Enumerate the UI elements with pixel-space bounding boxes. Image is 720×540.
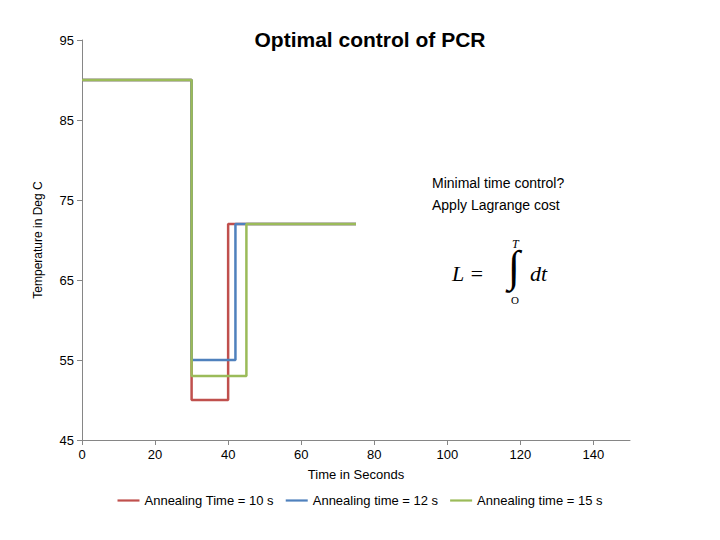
svg-text:65: 65 [60,273,74,288]
svg-text:Temperature in Deg C: Temperature in Deg C [31,181,45,299]
svg-text:Apply Lagrange cost: Apply Lagrange cost [432,197,560,213]
svg-text:85: 85 [60,113,74,128]
svg-text:Annealing time = 15 s: Annealing time = 15 s [477,493,603,508]
svg-text:Optimal control of PCR: Optimal control of PCR [255,28,486,51]
svg-text:L =: L = [451,261,484,286]
svg-text:45: 45 [60,433,74,448]
svg-text:Annealing time = 12 s: Annealing time = 12 s [313,493,439,508]
svg-text:Minimal time control?: Minimal time control? [432,175,564,191]
svg-text:75: 75 [60,193,74,208]
svg-text:20: 20 [148,447,162,462]
svg-text:Annealing Time = 10 s: Annealing Time = 10 s [144,493,273,508]
svg-text:80: 80 [367,447,381,462]
svg-text:Time in Seconds: Time in Seconds [308,467,405,482]
svg-text:40: 40 [221,447,235,462]
svg-text:95: 95 [60,33,74,48]
svg-text:120: 120 [510,447,532,462]
svg-text:0: 0 [78,447,85,462]
svg-text:60: 60 [294,447,308,462]
svg-text:55: 55 [60,353,74,368]
svg-text:dt: dt [530,261,548,286]
svg-text:T: T [512,237,520,251]
svg-text:140: 140 [583,447,605,462]
svg-text:100: 100 [436,447,458,462]
svg-text:O: O [511,294,519,306]
